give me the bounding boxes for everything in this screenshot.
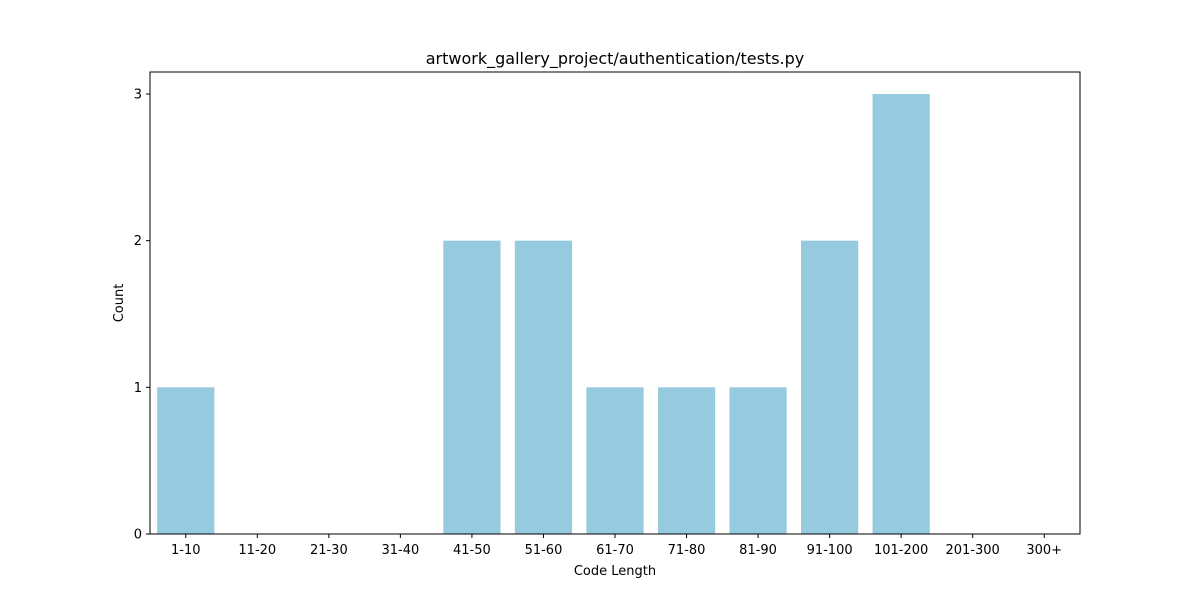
x-tick-label: 61-70 — [596, 543, 634, 558]
y-tick-label: 3 — [134, 88, 142, 103]
bar-71-80 — [657, 387, 716, 534]
y-tick-label: 2 — [134, 234, 142, 249]
bar-91-100 — [801, 240, 859, 535]
bars-group — [157, 94, 930, 535]
x-tick-label: 81-90 — [739, 543, 777, 558]
x-tick-label: 71-80 — [668, 543, 706, 558]
y-tick-label: 1 — [134, 381, 142, 396]
bar-41-50 — [443, 240, 501, 535]
x-tick-label: 51-60 — [525, 543, 563, 558]
x-axis-title: Code Length — [574, 564, 656, 579]
x-tick-label: 101-200 — [874, 543, 928, 558]
x-tick-label: 41-50 — [453, 543, 491, 558]
bar-81-90 — [729, 387, 787, 534]
x-tick-label: 1-10 — [171, 543, 201, 558]
y-axis: 0 1 2 3 — [134, 88, 150, 543]
x-tick-label: 300+ — [1026, 543, 1062, 558]
bar-61-70 — [586, 387, 644, 534]
y-tick-label: 0 — [134, 528, 142, 543]
x-tick-label: 31-40 — [381, 543, 419, 558]
y-axis-title: Count — [112, 284, 127, 323]
x-tick-label: 21-30 — [310, 543, 348, 558]
chart-title: artwork_gallery_project/authentication/t… — [426, 49, 805, 69]
x-tick-label: 11-20 — [238, 543, 276, 558]
x-tick-label: 91-100 — [807, 543, 853, 558]
bar-51-60 — [514, 240, 573, 535]
x-tick-label: 201-300 — [946, 543, 1000, 558]
bar-101-200 — [872, 94, 930, 534]
x-axis: 1-10 11-20 21-30 31-40 41-50 51-60 61-70 71-80 8… — [171, 534, 1062, 558]
bar-1-10 — [157, 387, 215, 534]
